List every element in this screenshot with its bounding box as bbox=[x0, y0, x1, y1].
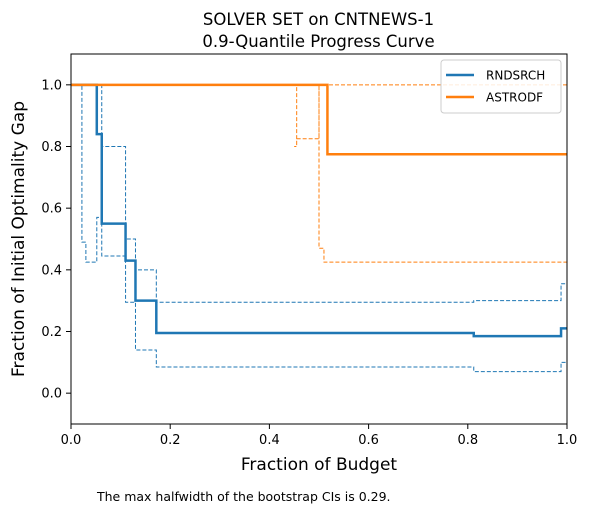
y-tick-label: 1.0 bbox=[41, 78, 62, 93]
y-tick-label: 0.2 bbox=[41, 325, 62, 340]
astrodf-progress-line bbox=[71, 83, 567, 156]
legend-box bbox=[440, 59, 562, 114]
astrodf-ci-lower-line bbox=[71, 84, 567, 263]
x-tick-label: 0.4 bbox=[259, 433, 280, 448]
chart-title-line-2: 0.9-Quantile Progress Curve bbox=[202, 32, 434, 51]
chart-title-line-1: SOLVER SET on CNTNEWS-1 bbox=[203, 10, 434, 29]
rndsrch-progress-line bbox=[71, 83, 567, 338]
y-tick-label: 0.4 bbox=[41, 263, 62, 278]
legend-label-rndsrch: RNDSRCH bbox=[486, 69, 545, 83]
rndsrch-ci-lower-line bbox=[71, 84, 567, 373]
y-axis: 0.0 0.2 0.4 0.6 0.8 1.0 bbox=[41, 78, 71, 402]
y-tick-label: 0.0 bbox=[41, 387, 62, 402]
x-axis-label: Fraction of Budget bbox=[241, 455, 398, 475]
y-tick-label: 0.6 bbox=[41, 202, 62, 217]
y-tick-label: 0.8 bbox=[41, 140, 62, 155]
x-tick-label: 0.8 bbox=[457, 433, 478, 448]
x-tick-label: 0.6 bbox=[358, 433, 379, 448]
plot-area bbox=[71, 83, 567, 373]
legend-label-astrodf: ASTRODF bbox=[486, 91, 543, 105]
x-tick-label: 0.2 bbox=[160, 433, 181, 448]
plot-frame bbox=[70, 53, 568, 425]
x-axis: 0.0 0.2 0.4 0.6 0.8 1.0 bbox=[61, 424, 578, 448]
legend: RNDSRCH ASTRODF bbox=[440, 59, 562, 114]
y-axis-label: Fraction of Initial Optimality Gap bbox=[9, 101, 29, 377]
ci-halfwidth-note: The max halfwidth of the bootstrap CIs i… bbox=[97, 489, 391, 504]
x-tick-label: 1.0 bbox=[557, 433, 578, 448]
x-tick-label: 0.0 bbox=[61, 433, 82, 448]
